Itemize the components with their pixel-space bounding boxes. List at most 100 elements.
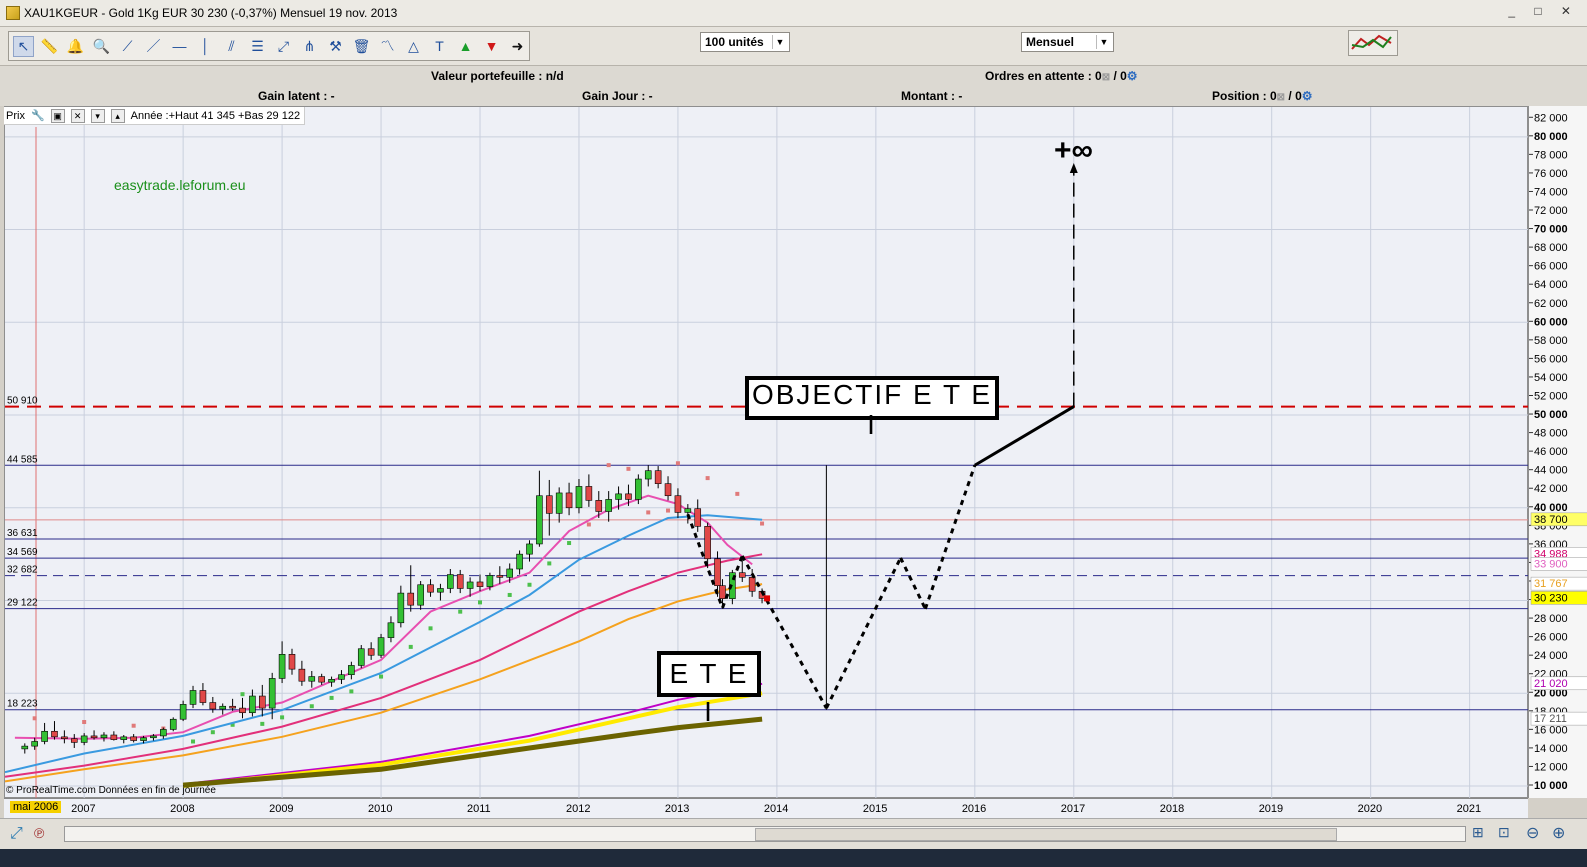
candle-body — [555, 492, 563, 514]
candle-body — [100, 734, 108, 739]
ruler-icon[interactable]: 📏 — [40, 37, 59, 54]
price-tag-label: 33 900 — [1534, 558, 1568, 570]
year-label: 2021 — [1456, 803, 1482, 815]
sar-point — [230, 722, 235, 727]
segment-icon[interactable]: ⟋ — [122, 37, 133, 54]
sar-point — [626, 466, 631, 471]
arrow-down-icon[interactable]: ▾ — [90, 108, 105, 123]
projection-arrow-head — [1069, 163, 1078, 173]
chart-style-button[interactable] — [1348, 30, 1398, 56]
arrow-down-icon[interactable]: ▼ — [484, 38, 499, 54]
scrollbar-thumb[interactable] — [755, 828, 1337, 841]
drawing-tools: ↖ 📏 🔔 🔍 ⟋ ／ — │ ⫽ ☰ ⤢ ⋔ ⚒ 🗑 〽 △ T ▲ ▼ ➜ — [8, 31, 530, 61]
vline-icon[interactable]: │ — [201, 38, 210, 54]
time-scrollbar[interactable] — [64, 826, 1466, 842]
projection-dotted-segment — [825, 557, 902, 709]
price-chart[interactable]: 50 910 44 585 36 631 34 569 32 682 29 122 18 2… — [4, 106, 1529, 799]
close-icon[interactable]: ⊠ — [1101, 72, 1111, 83]
price-tick-label: 74 000 — [1534, 186, 1568, 198]
arrow-right-icon[interactable]: ➜ — [511, 37, 524, 54]
candle-body — [298, 668, 306, 682]
price-tick-label: 58 000 — [1534, 335, 1568, 347]
year-label: 2011 — [467, 803, 491, 815]
candle-body — [437, 588, 444, 593]
price-tick-label: 40 000 — [1534, 502, 1568, 514]
candle-body — [387, 622, 395, 638]
sar-point — [329, 695, 334, 700]
period-select[interactable]: Mensuel ▼ — [1021, 32, 1114, 52]
sar-point — [705, 476, 710, 481]
price-tag-box — [1530, 711, 1587, 726]
triangle-icon[interactable]: △ — [408, 37, 419, 54]
close-icon[interactable]: ✕ — [70, 108, 85, 123]
chart-zig-icon[interactable]: 〽 — [380, 38, 395, 54]
hline-icon[interactable]: — — [172, 38, 187, 54]
gear-icon[interactable]: ⚙ — [1126, 69, 1138, 83]
trash-icon[interactable]: 🗑 — [352, 37, 371, 54]
candle-body — [41, 730, 48, 742]
sar-point — [675, 461, 680, 466]
quantity-select[interactable]: 100 unités ▼ — [700, 32, 790, 52]
magnifier-icon[interactable]: 🔍 — [92, 37, 111, 54]
sar-point — [458, 609, 463, 614]
year-label: 2014 — [763, 803, 789, 815]
sar-point — [191, 739, 196, 744]
zoom-out-icon[interactable]: ⊖ — [1526, 825, 1540, 842]
legend-label: Prix — [6, 109, 25, 122]
price-tag-box — [1530, 557, 1587, 571]
sar-point — [280, 715, 285, 720]
window-controls[interactable]: _ □ ✕ — [1508, 4, 1579, 18]
fan-icon[interactable]: ⤢ — [277, 37, 290, 54]
price-tick-label: 20 000 — [1534, 687, 1568, 699]
price-tick-label: 56 000 — [1534, 353, 1568, 365]
fibonacci-icon[interactable]: ☰ — [251, 37, 264, 54]
candle-body — [684, 508, 692, 513]
channel-icon[interactable]: ⫽ — [228, 37, 235, 54]
arrow-up-icon[interactable]: ▴ — [110, 108, 125, 123]
arrow-up-icon[interactable]: ▲ — [458, 38, 473, 54]
year-label: 2015 — [862, 803, 888, 815]
expand-icon[interactable]: ⤢ — [10, 825, 23, 842]
candle-body — [367, 648, 375, 656]
line-icon[interactable]: ／ — [146, 38, 161, 54]
level-label: 29 122 — [7, 598, 38, 609]
candle-body — [625, 493, 632, 500]
price-tag-box — [1530, 512, 1587, 527]
bell-icon[interactable]: 🔔 — [66, 37, 85, 54]
pitchfork-icon[interactable]: ⋔ — [303, 37, 316, 54]
price-tick-label: 72 000 — [1534, 205, 1568, 217]
candle-body — [585, 486, 593, 501]
text-icon[interactable]: T — [435, 38, 444, 54]
level-label: 44 585 — [7, 454, 38, 465]
candle-body — [150, 735, 157, 739]
zoom-fit-icon[interactable]: ⊡ — [1498, 824, 1510, 840]
wrench-icon[interactable]: 🔧 — [30, 110, 45, 122]
price-tag-label: 31 767 — [1534, 578, 1568, 590]
candle-body — [348, 665, 355, 676]
projection-dotted-segment — [686, 513, 724, 609]
price-tag-label: 17 211 — [1534, 713, 1567, 725]
amount: Montant : - — [901, 89, 963, 103]
compress-icon[interactable]: ⊞ — [1472, 824, 1484, 840]
time-axis[interactable]: mai 2006 2007 2008 2009 2010 2011 2012 2013 201… — [4, 798, 1528, 819]
candle-body — [318, 676, 325, 683]
level-label: 36 631 — [7, 528, 38, 539]
price-tick-label: 64 000 — [1534, 279, 1568, 291]
gear-icon[interactable]: ⚙ — [1301, 89, 1313, 103]
chevron-down-icon: ▼ — [1096, 35, 1111, 49]
price-tick-label: 52 000 — [1534, 390, 1568, 402]
price-tick-label: 48 000 — [1534, 428, 1568, 440]
candle-body — [258, 695, 266, 709]
price-tick-label: 42 000 — [1534, 483, 1568, 495]
tools-icon[interactable]: ⚒ — [329, 37, 342, 54]
window-icon[interactable]: ▣ — [50, 108, 65, 123]
close-icon[interactable]: ⊠ — [1276, 92, 1286, 103]
price-axis[interactable]: 82 000 80 000 78 000 76 000 74 000 72 000 70 0… — [1528, 106, 1587, 798]
projection-solid-segment — [974, 405, 1075, 467]
year-label: 2008 — [170, 803, 195, 815]
cursor-icon[interactable]: ↖ — [13, 35, 34, 57]
zoom-in-icon[interactable]: ⊕ — [1552, 825, 1566, 842]
sar-point — [240, 692, 245, 697]
price-tick-label: 46 000 — [1534, 446, 1568, 458]
indicators-icon[interactable]: ℗ — [34, 825, 45, 841]
